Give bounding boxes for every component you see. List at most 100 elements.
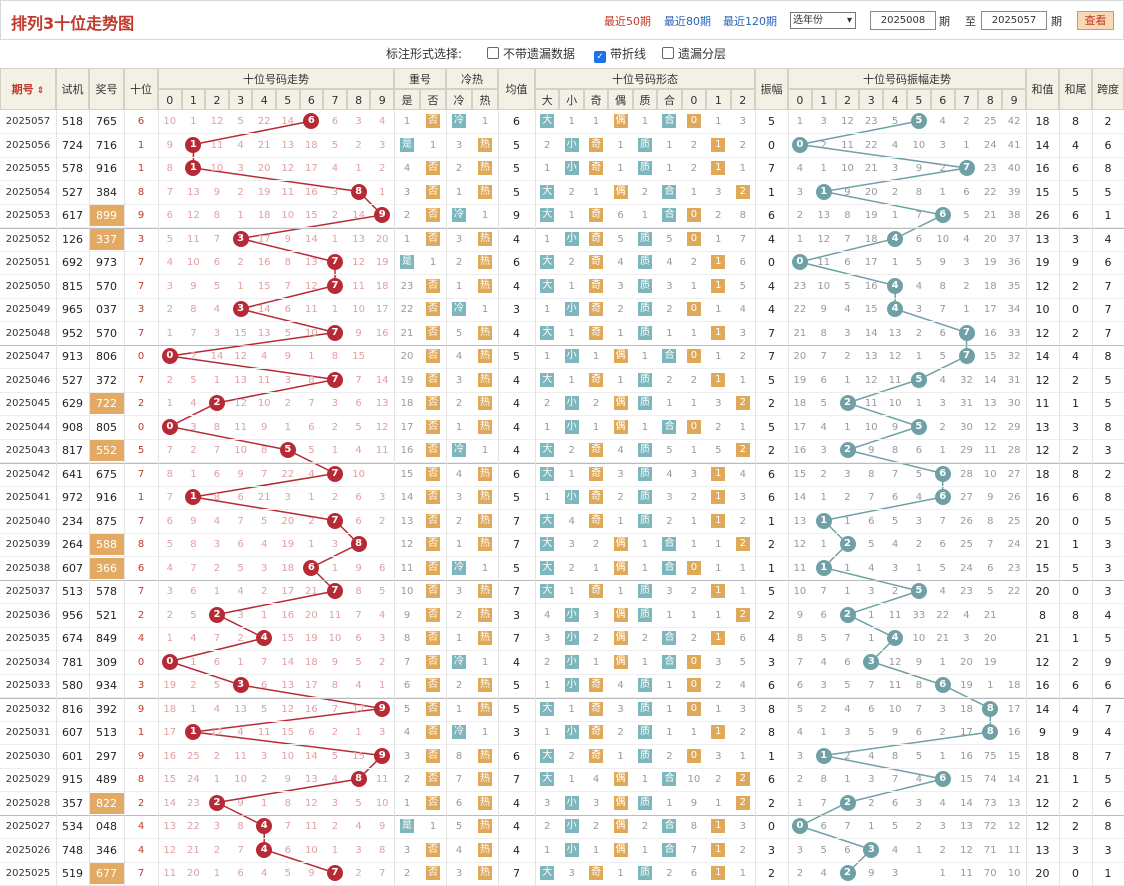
avg-cell: 7 [513, 585, 520, 598]
miss-cell: 11 [352, 280, 365, 292]
trend-ball: 3 [232, 677, 249, 693]
miss-cell: 4 [544, 609, 551, 621]
miss-cell: 18 [983, 280, 997, 292]
miss-cell: 5 [403, 703, 411, 715]
miss-cell: 2 [796, 210, 804, 221]
miss-cell: 1 [429, 257, 437, 268]
miss-cell: 1 [715, 539, 722, 550]
year-select[interactable]: 选年份 [790, 12, 856, 29]
miss-cell: 4 [891, 539, 899, 550]
miss-cell: 1 [455, 421, 463, 433]
checkbox-layered[interactable] [662, 47, 674, 59]
miss-cell: 18 [400, 398, 414, 409]
query-button[interactable]: 查看 [1077, 11, 1114, 30]
miss-cell: 5 [987, 586, 994, 597]
link-recent-120[interactable]: 最近120期 [723, 15, 777, 28]
trend-ball: 2 [209, 395, 225, 411]
prize-cell: 372 [96, 373, 117, 387]
shape-tag: 大 [540, 748, 555, 763]
shi-cell: 7 [137, 374, 145, 386]
shi-cell: 8 [137, 539, 145, 550]
miss-cell: 2 [796, 868, 804, 879]
miss-cell: 3 [355, 844, 362, 856]
amp-ball: 2 [839, 606, 856, 623]
checkbox-polyline[interactable]: ✓ [594, 51, 606, 63]
sum-cell: 20 [1035, 585, 1050, 598]
to-period-input[interactable]: 2025057 [981, 11, 1047, 30]
period-cell: 2025047 [5, 351, 51, 362]
tail-cell: 9 [1072, 256, 1079, 269]
header-trend-sub: 2 [205, 89, 229, 110]
sum-cell: 14 [1035, 702, 1050, 716]
column-divider [1092, 110, 1093, 886]
miss-cell: 1 [617, 868, 624, 879]
sort-icon[interactable]: ⇕ [33, 86, 45, 96]
trial-cell: 518 [62, 115, 83, 128]
miss-cell: 2 [715, 210, 722, 221]
shape-tag: 质 [638, 678, 652, 692]
amp-ball: 6 [934, 677, 951, 693]
miss-cell: 5 [820, 633, 827, 644]
shi-cell: 7 [137, 257, 145, 268]
span-cell: 3 [1104, 585, 1112, 598]
miss-cell: 23 [187, 797, 200, 809]
miss-cell: 6 [213, 656, 221, 668]
miss-cell: 23 [793, 280, 807, 292]
miss-cell: 1 [481, 445, 489, 456]
link-recent-50[interactable]: 最近50期 [604, 15, 651, 28]
link-recent-80[interactable]: 最近80期 [664, 15, 711, 28]
table-row: 2025053 617 899 9 6 12 8 1 18 10 15 2 14 9 2 否冷 1 9 大 1 奇 6 1 合… [0, 204, 1124, 228]
miss-cell: 4 [617, 445, 624, 456]
miss-cell: 10 [234, 774, 247, 785]
header-period[interactable]: 期号 ⇕ [0, 68, 56, 110]
miss-cell: 1 [690, 445, 698, 456]
miss-cell: 11 [281, 186, 295, 198]
miss-cell: 2 [568, 562, 575, 574]
table-row: 2025046 527 372 7 2 5 1 13 11 3 8 7 7 14 19 否 3 热 4 大 1 奇 1 质 2 2… [0, 369, 1124, 393]
shi-cell: 8 [137, 774, 145, 785]
shape-tag: 合 [662, 208, 677, 222]
option-polyline[interactable]: ✓ 带折线 [594, 45, 646, 63]
amp-ball: 2 [839, 865, 856, 881]
option-no-miss[interactable]: 不带遗漏数据 [487, 45, 575, 62]
header-trend-sub: 1 [181, 89, 206, 110]
miss-cell: 2 [666, 374, 673, 386]
miss-cell: 1 [715, 304, 722, 315]
from-period-input[interactable]: 2025008 [870, 11, 936, 30]
miss-cell: 4 [820, 421, 827, 433]
miss-cell: 2 [331, 492, 339, 503]
miss-cell: 7 [868, 680, 875, 691]
header-amptrend-sub: 6 [930, 89, 955, 110]
miss-cell: 1 [915, 844, 923, 856]
period-cell: 2025039 [5, 539, 51, 550]
miss-cell: 6 [690, 868, 698, 879]
miss-cell: 1 [690, 327, 698, 339]
shape-tag: 偶 [613, 537, 628, 551]
shape-tag: 大 [540, 114, 555, 128]
coldhot-tag: 热 [478, 819, 492, 833]
miss-cell: 2 [715, 421, 722, 433]
miss-cell: 8 [166, 468, 173, 480]
miss-cell: 10 [375, 797, 389, 809]
repeat-tag: 否 [426, 490, 440, 504]
miss-cell: 9 [355, 327, 362, 339]
miss-cell: 11 [257, 727, 271, 738]
miss-cell: 11 [888, 680, 902, 691]
tail-cell: 0 [1072, 867, 1079, 880]
miss-cell: 10 [163, 116, 177, 127]
miss-cell: 7 [455, 774, 463, 785]
shape-tag: 大 [540, 701, 555, 716]
shape-tag: 奇 [589, 866, 604, 880]
miss-cell: 6 [355, 515, 362, 527]
sum-cell: 12 [1035, 444, 1050, 457]
miss-cell: 12 [163, 844, 177, 856]
miss-cell: 2 [939, 727, 946, 738]
shi-cell: 7 [137, 586, 145, 597]
shape-tag: 奇 [589, 231, 604, 246]
miss-cell: 6 [739, 633, 746, 644]
miss-cell: 1 [844, 515, 851, 527]
checkbox-no-miss[interactable] [487, 47, 499, 59]
option-layered[interactable]: 遗漏分层 [662, 45, 726, 62]
amp-ball: 6 [934, 207, 951, 223]
amp-ball: 1 [815, 559, 832, 576]
